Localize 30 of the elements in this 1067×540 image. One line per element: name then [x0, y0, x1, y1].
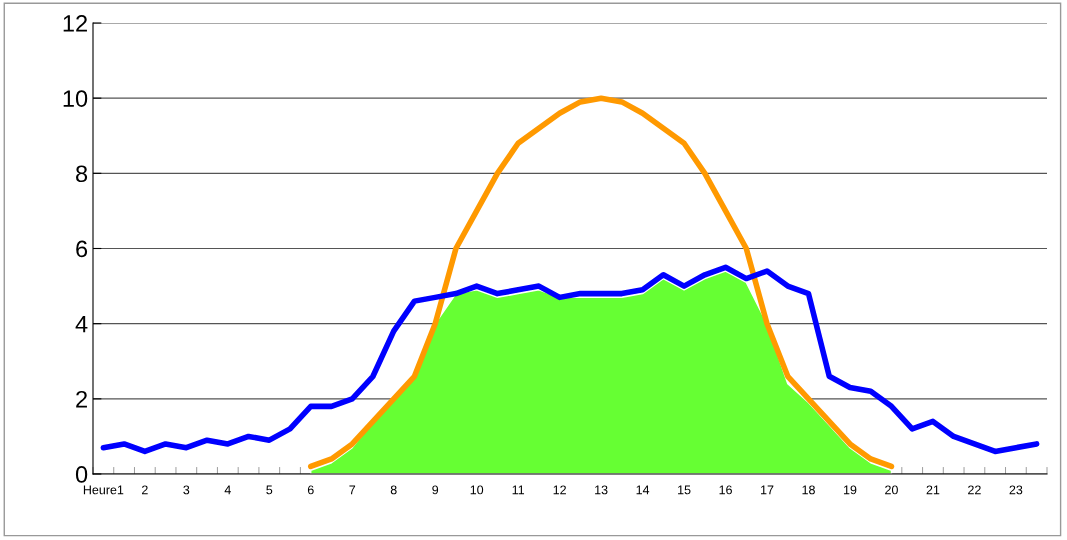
x-tick-label: 7	[349, 485, 356, 495]
x-tick-label: 17	[761, 485, 774, 495]
x-tick-label: 6	[307, 485, 314, 495]
x-tick-label: 15	[678, 485, 691, 495]
x-tick-label: 22	[968, 485, 981, 495]
y-tick-label: 12	[63, 15, 87, 32]
y-tick-label: 4	[75, 315, 88, 333]
x-tick-label: 18	[802, 485, 815, 495]
x-tick-label: 4	[224, 485, 231, 495]
x-tick-label: 13	[595, 485, 608, 495]
x-tick-label: 9	[432, 485, 439, 495]
x-tick-label: 20	[885, 485, 898, 495]
y-tick-label: 10	[63, 90, 88, 107]
x-tick-label: 11	[512, 485, 525, 495]
x-tick-label: 2	[142, 485, 148, 495]
x-tick-label: 14	[636, 485, 650, 495]
x-tick-label: 8	[390, 485, 397, 495]
x-tick-label: 23	[1009, 485, 1023, 495]
x-tick-label: 12	[553, 485, 566, 495]
x-tick-label: 21	[926, 485, 940, 495]
y-tick-label: 8	[76, 165, 88, 183]
x-tick-label: 16	[719, 485, 732, 495]
x-tick-label: Heure1	[83, 485, 124, 495]
y-tick-label: 0	[75, 466, 88, 483]
x-tick-label: 3	[183, 485, 190, 495]
y-tick-label: 2	[76, 390, 87, 408]
x-tick-label: 10	[470, 485, 484, 495]
x-tick-label: 5	[266, 485, 273, 495]
x-tick-label: 19	[843, 485, 857, 495]
y-tick-label: 6	[76, 240, 88, 258]
